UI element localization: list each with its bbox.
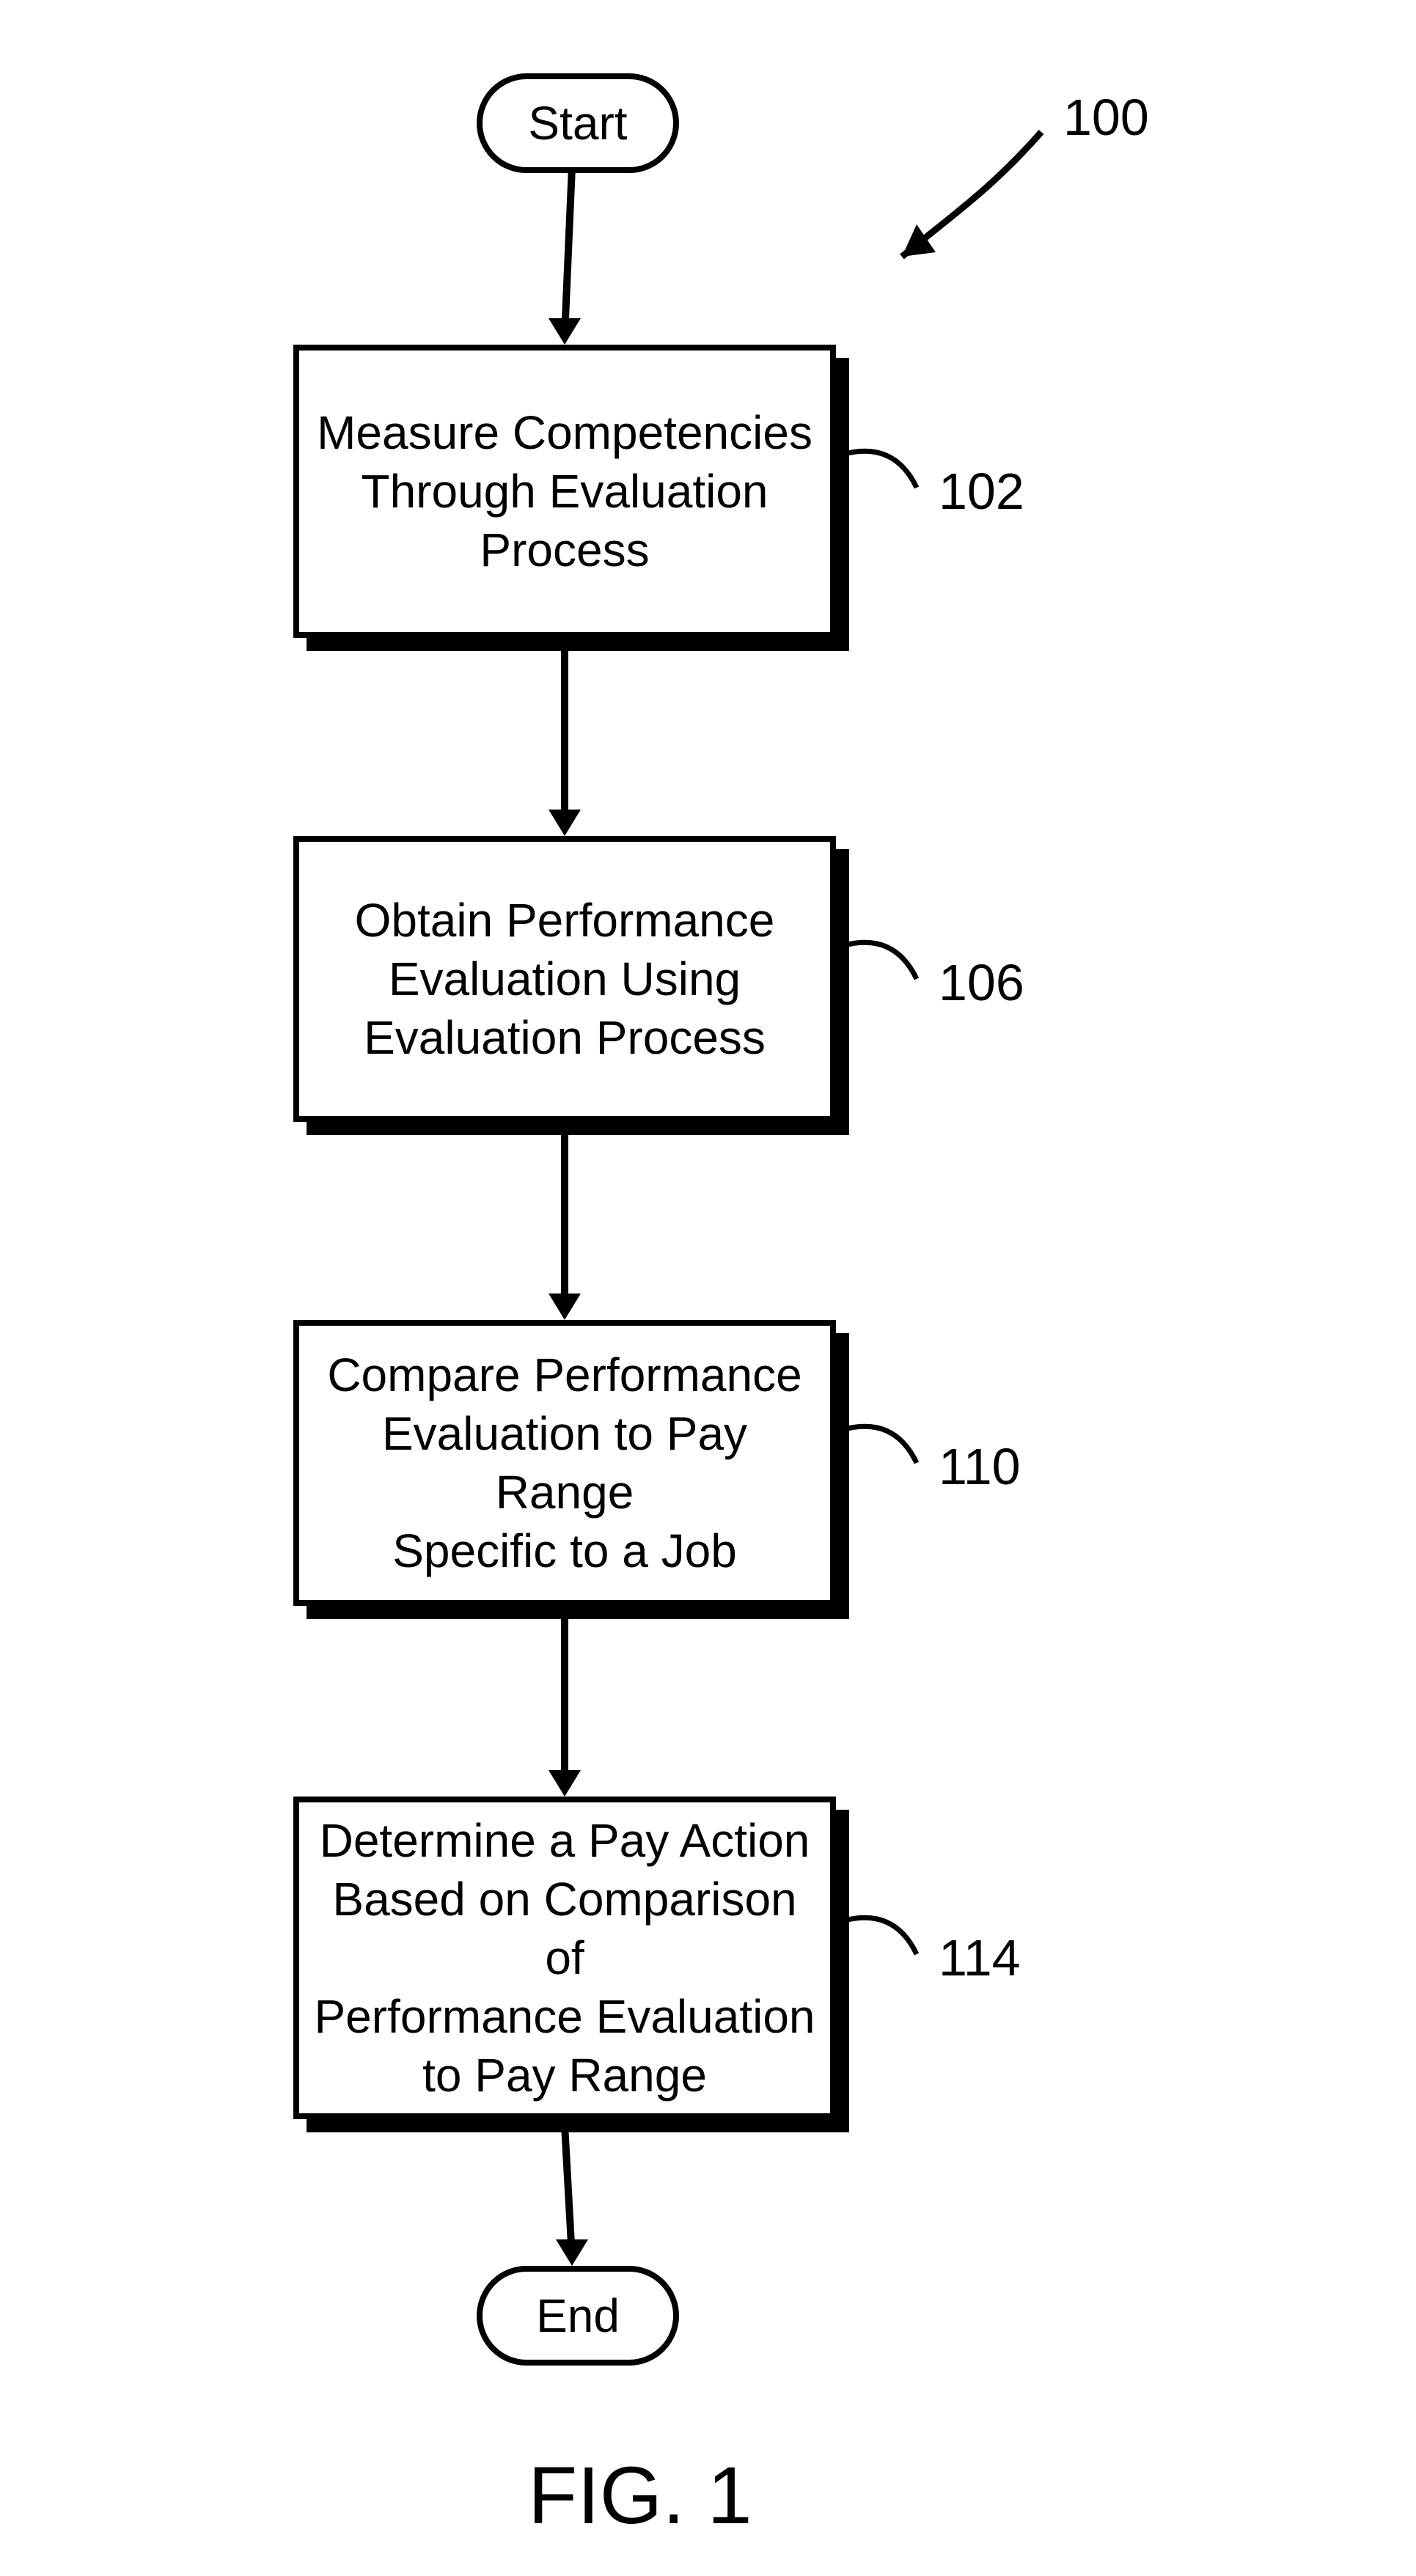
node-label: Start: [528, 96, 627, 150]
process-step-114: Determine a Pay ActionBased on Compariso…: [293, 1797, 836, 2119]
node-label: Compare PerformanceEvaluation to Pay Ran…: [314, 1346, 815, 1580]
reference-number-110: 110: [939, 1437, 1021, 1496]
process-shadow: [836, 1810, 849, 2132]
process-step-102: Measure CompetenciesThrough EvaluationPr…: [293, 345, 836, 638]
process-shadow: [307, 1122, 849, 1135]
node-label: Measure CompetenciesThrough EvaluationPr…: [317, 403, 812, 579]
process-shadow: [307, 638, 849, 651]
process-shadow: [307, 1606, 849, 1619]
process-shadow: [836, 358, 849, 651]
reference-number-106: 106: [939, 953, 1024, 1012]
process-step-106: Obtain PerformanceEvaluation UsingEvalua…: [293, 836, 836, 1122]
figure-caption: FIG. 1: [528, 2449, 752, 2542]
end-terminal: End: [477, 2266, 679, 2366]
reference-number-100: 100: [1063, 88, 1149, 147]
process-shadow: [836, 1333, 849, 1619]
node-label: Obtain PerformanceEvaluation UsingEvalua…: [355, 891, 775, 1067]
process-step-110: Compare PerformanceEvaluation to Pay Ran…: [293, 1320, 836, 1606]
reference-number-102: 102: [939, 462, 1024, 521]
node-label: Determine a Pay ActionBased on Compariso…: [314, 1811, 815, 2105]
flowchart-canvas: Start Measure CompetenciesThrough Evaluat…: [0, 0, 1416, 2576]
reference-number-114: 114: [939, 1929, 1021, 1987]
start-terminal: Start: [477, 73, 679, 173]
process-shadow: [836, 849, 849, 1135]
node-label: End: [536, 2289, 620, 2343]
process-shadow: [307, 2119, 849, 2132]
